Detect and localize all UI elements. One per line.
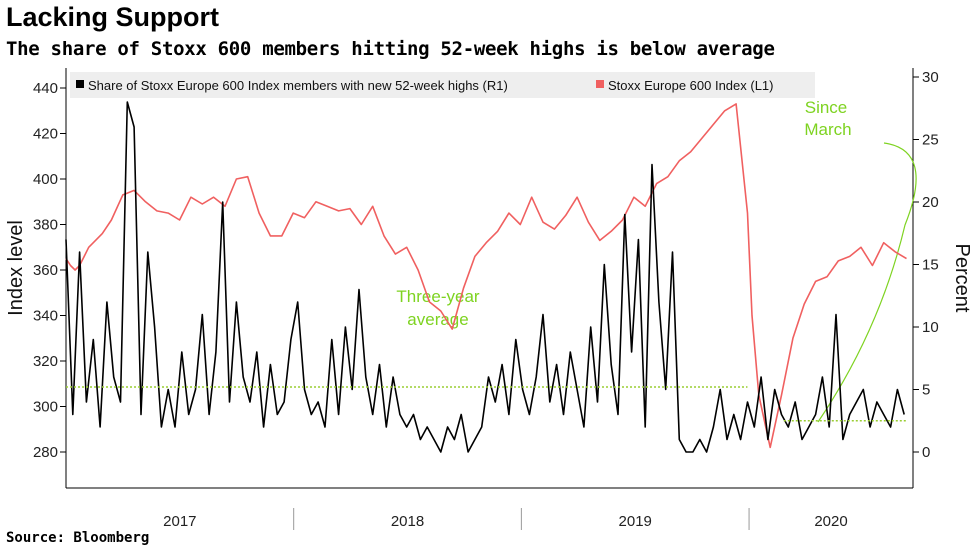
y-left-label: Index level (5, 220, 27, 316)
left-tick-label: 340 (33, 308, 58, 325)
plot-frame (65, 68, 914, 489)
anno-since-2: March (804, 120, 851, 139)
left-tick-label: 320 (33, 353, 58, 370)
legend-label-share: Share of Stoxx Europe 600 Index members … (88, 78, 508, 93)
right-tick-label: 25 (922, 132, 939, 149)
left-tick-label: 400 (33, 171, 58, 188)
x-tick-label: 2018 (391, 513, 424, 530)
left-tick-label: 420 (33, 126, 58, 143)
right-tick-label: 20 (922, 194, 939, 211)
right-tick-label: 5 (922, 382, 930, 399)
since-march-arrow-curve (817, 142, 917, 423)
series-line-share-highs (65, 101, 905, 453)
x-tick-label: 2020 (814, 513, 847, 530)
x-axis-labels: 2017 2018 2019 2020 (163, 508, 848, 530)
right-tick-label: 15 (922, 257, 939, 274)
right-tick-label: 0 (922, 444, 930, 461)
legend-label-index: Stoxx Europe 600 Index (L1) (608, 78, 774, 93)
x-tick-label: 2019 (619, 513, 652, 530)
right-tick-label: 10 (922, 319, 939, 336)
series-line-stoxx-index (65, 103, 907, 449)
y-right-label: Percent (951, 244, 973, 313)
anno-three-year-1: Three-year (396, 287, 479, 306)
anno-since-1: Since (805, 98, 848, 117)
series-group (65, 101, 907, 453)
legend-swatch-index (596, 80, 604, 88)
average-lines (66, 386, 907, 422)
left-tick-label: 300 (33, 399, 58, 416)
chart-subtitle: The share of Stoxx 600 members hitting 5… (6, 38, 775, 60)
left-axis-ticks: 280 300 320 340 360 380 400 420 440 (33, 80, 66, 461)
left-tick-label: 360 (33, 262, 58, 279)
source-note: Source: Bloomberg (6, 530, 150, 546)
right-axis-ticks: 0 5 10 15 20 25 30 (913, 69, 939, 461)
legend-swatch-share (76, 80, 84, 88)
legend-box (70, 72, 815, 98)
x-tick-label: 2017 (163, 513, 196, 530)
right-tick-label: 30 (922, 69, 939, 86)
chart-title: Lacking Support (6, 2, 220, 32)
anno-three-year-2: average (407, 310, 468, 329)
left-tick-label: 440 (33, 80, 58, 97)
left-tick-label: 380 (33, 217, 58, 234)
left-tick-label: 280 (33, 444, 58, 461)
